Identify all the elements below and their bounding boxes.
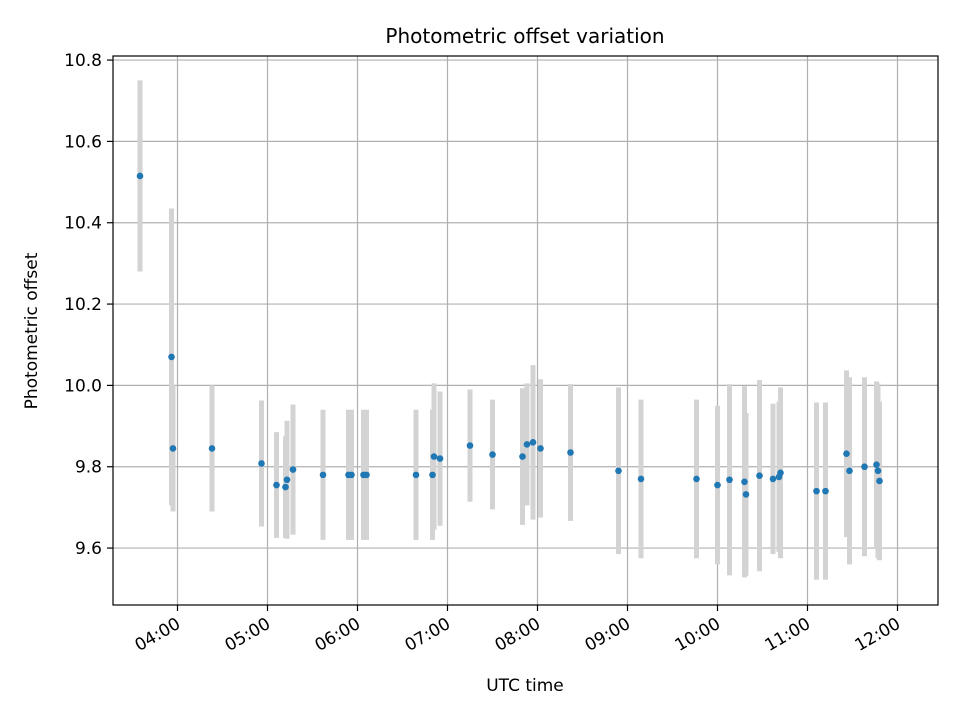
data-point xyxy=(873,461,880,469)
data-point xyxy=(289,466,297,473)
y-tick-label: 9.6 xyxy=(75,539,102,559)
data-point xyxy=(319,471,327,479)
y-tick-label: 10.6 xyxy=(64,132,102,152)
data-point xyxy=(529,439,537,446)
data-point xyxy=(822,487,829,495)
data-point xyxy=(861,463,868,471)
data-point xyxy=(756,472,763,479)
data-point xyxy=(843,450,850,458)
data-point xyxy=(769,475,777,483)
data-point xyxy=(876,477,883,485)
data-point xyxy=(874,467,882,475)
data-point xyxy=(813,487,820,495)
data-point xyxy=(208,445,216,452)
data-point xyxy=(466,442,474,449)
data-point xyxy=(363,471,370,479)
y-tick-label: 9.8 xyxy=(75,458,102,478)
y-axis-title: Photometric offset xyxy=(22,252,42,409)
data-point xyxy=(726,476,733,484)
data-point xyxy=(412,471,420,479)
data-point xyxy=(436,455,444,462)
data-point xyxy=(136,172,144,180)
data-point xyxy=(258,460,265,467)
data-point xyxy=(742,491,750,498)
data-point xyxy=(348,471,355,479)
data-point xyxy=(846,467,853,475)
data-point xyxy=(741,478,748,486)
data-point xyxy=(429,471,436,479)
data-point xyxy=(523,441,531,448)
data-point xyxy=(519,453,526,460)
data-point xyxy=(714,481,721,489)
data-point xyxy=(537,445,544,452)
data-point xyxy=(777,469,784,477)
data-point xyxy=(615,467,622,475)
y-tick-label: 10.4 xyxy=(64,214,102,234)
data-point xyxy=(489,451,496,458)
data-point xyxy=(282,483,289,491)
y-axis-ticks: 9.6 9.8 10.0 10.2 10.4 10.6 10.8 xyxy=(64,51,113,559)
grid xyxy=(113,56,938,605)
data-point xyxy=(637,475,645,483)
y-tick-label: 10.8 xyxy=(64,51,102,71)
data-points xyxy=(136,172,883,498)
x-axis-title: UTC time xyxy=(486,676,564,696)
plot-frame xyxy=(112,55,939,606)
data-point xyxy=(693,475,700,483)
data-point xyxy=(430,453,438,460)
chart-title: Photometric offset variation xyxy=(385,24,664,48)
data-point xyxy=(273,481,280,489)
data-point xyxy=(283,476,291,484)
data-point xyxy=(567,449,574,456)
data-point xyxy=(169,445,177,452)
y-tick-label: 10.2 xyxy=(64,295,102,315)
data-point xyxy=(168,353,175,361)
y-tick-label: 10.0 xyxy=(64,376,102,396)
